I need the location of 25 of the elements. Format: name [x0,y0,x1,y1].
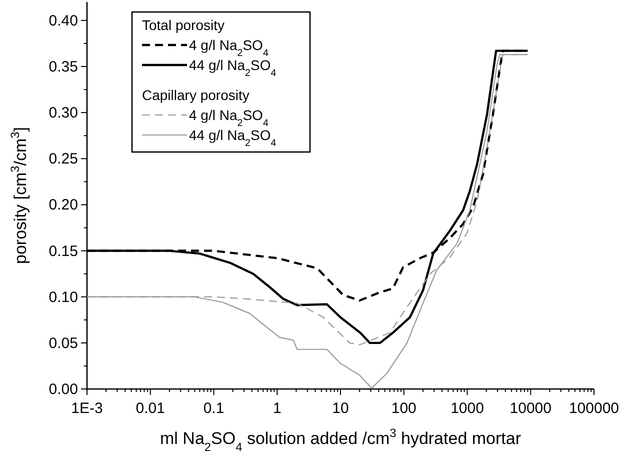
y-tick-label: 0.30 [48,104,78,122]
x-axis-title: ml Na$_{2}$SO$_{4}$ solution added /cm$^{3}$ hydrated mortar [160,426,522,454]
y-tick-label: 0.00 [48,381,78,398]
x-tick-label: 100000 [568,400,620,417]
legend-label: 4 g/l Na$_{2}$SO$_{4}$ [189,107,269,128]
x-tick-label: 1 [272,400,282,417]
annotation: Capillary porosity [142,87,250,103]
y-tick-label: 0.15 [48,242,78,260]
y-tick-label: 0.35 [48,58,78,76]
x-tick-label: 1000 [450,400,484,417]
x-tick-label: 0.1 [203,400,224,417]
x-tick-label: 0.01 [136,400,165,417]
y-tick-label: 0.10 [48,288,78,306]
annotation: Total porosity [142,17,224,33]
y-tick-label: 0.20 [48,196,78,214]
legend-label: 44 g/l Na$_{2}$SO$_{4}$ [189,57,277,78]
y-tick-label: 0.25 [48,150,78,168]
x-tick-label: 100 [391,400,416,417]
x-tick-label: 10000 [510,400,552,417]
x-tick-label: 10 [332,400,349,417]
legend-label: 44 g/l Na$_{2}$SO$_{4}$ [189,127,277,148]
legend-label: 4 g/l Na$_{2}$SO$_{4}$ [189,37,269,58]
y-tick-label: 0.40 [48,12,78,30]
y-tick-label: 0.05 [48,334,78,352]
x-tick-label: 1E-3 [71,400,103,417]
